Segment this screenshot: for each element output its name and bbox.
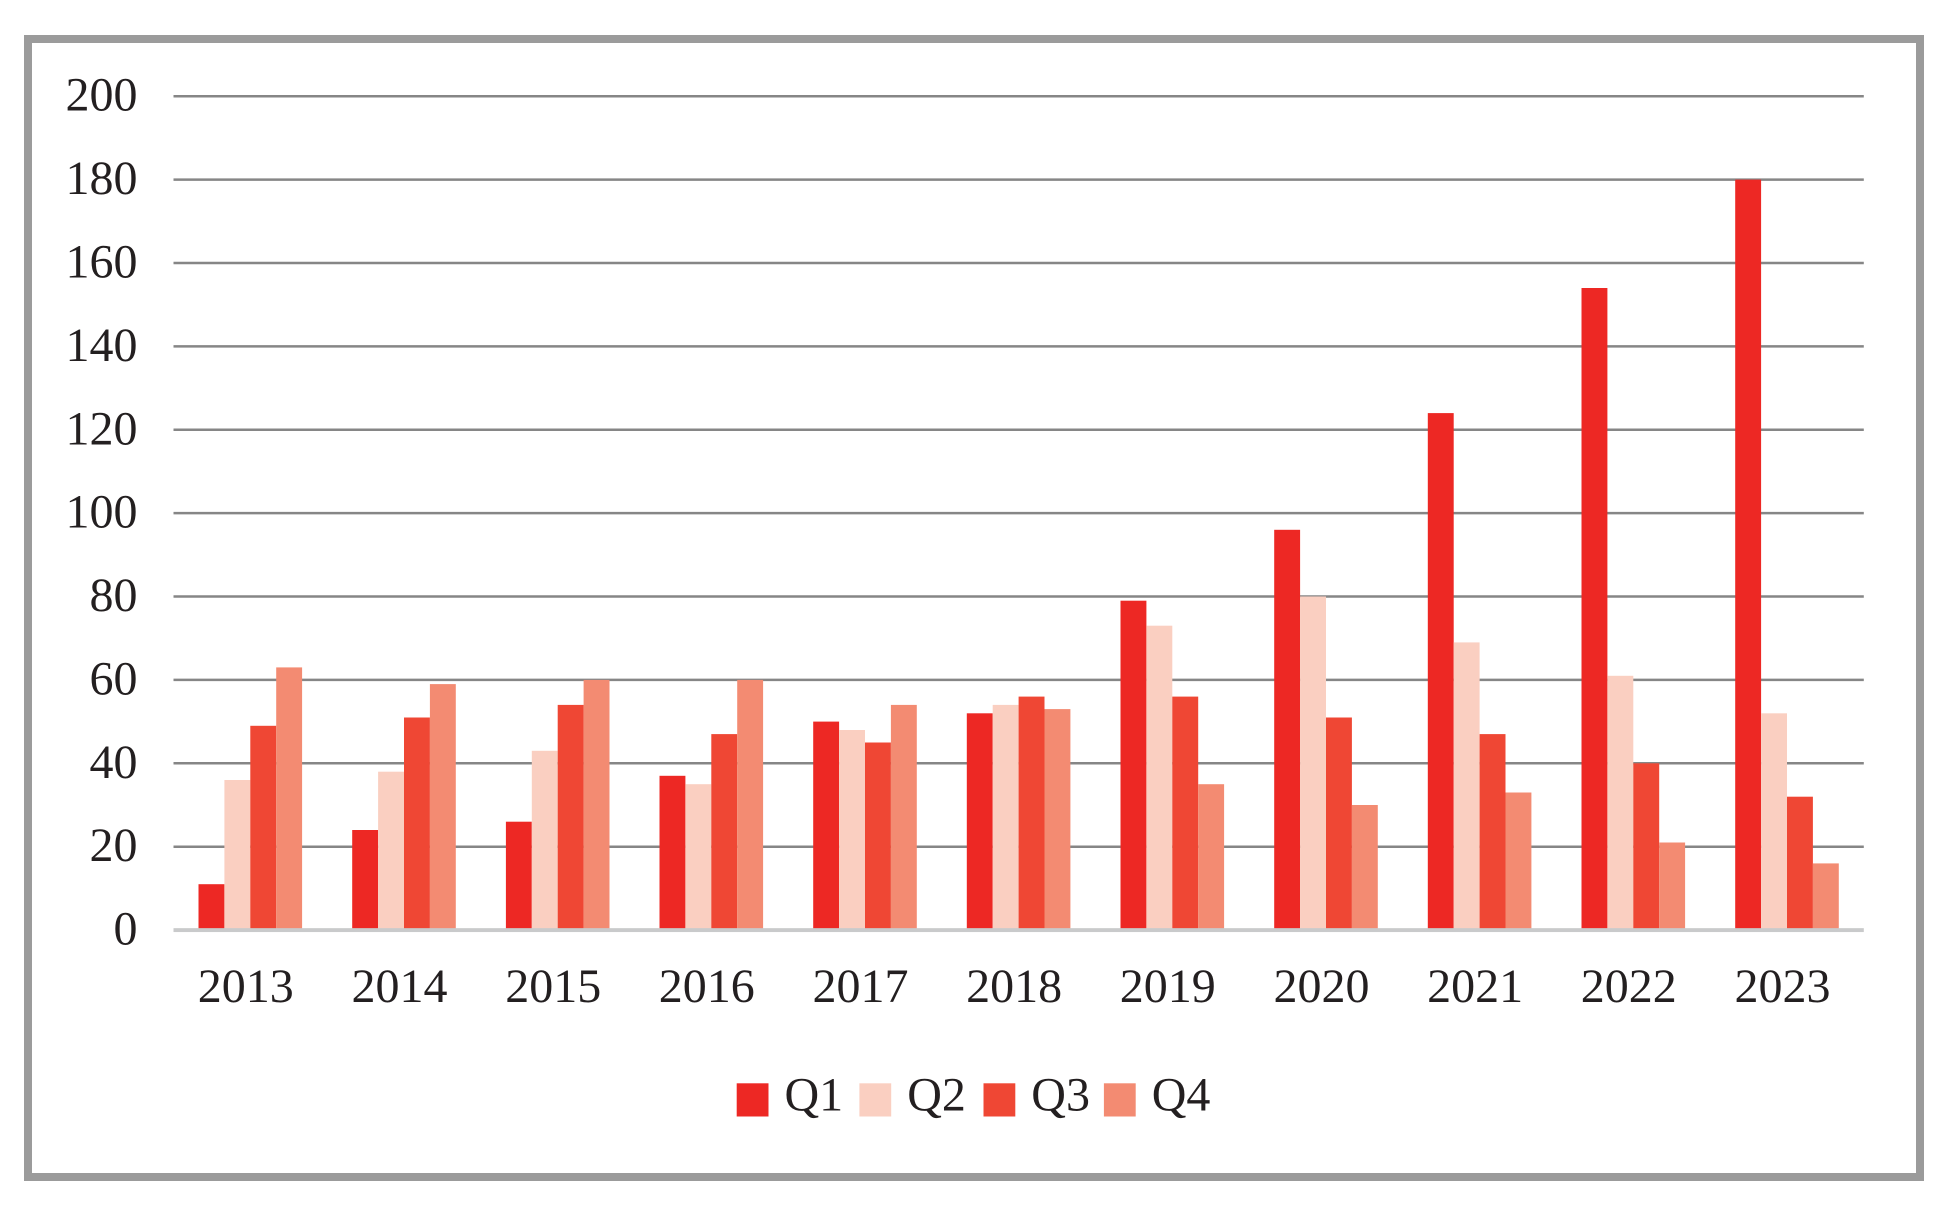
svg-text:200: 200	[66, 69, 138, 122]
svg-text:Q4: Q4	[1152, 1069, 1211, 1122]
svg-text:80: 80	[90, 569, 138, 622]
svg-text:2020: 2020	[1274, 960, 1370, 1013]
svg-text:2023: 2023	[1735, 960, 1831, 1013]
svg-text:160: 160	[66, 236, 138, 289]
svg-text:120: 120	[66, 402, 138, 455]
svg-text:140: 140	[66, 319, 138, 372]
svg-text:100: 100	[66, 486, 138, 539]
svg-text:Q3: Q3	[1031, 1069, 1090, 1122]
svg-text:Q2: Q2	[907, 1069, 966, 1122]
svg-text:20: 20	[90, 819, 138, 872]
svg-text:2014: 2014	[352, 960, 448, 1013]
svg-text:2017: 2017	[813, 960, 909, 1013]
svg-text:Q1: Q1	[785, 1069, 844, 1122]
svg-text:40: 40	[90, 736, 138, 789]
svg-text:2018: 2018	[966, 960, 1062, 1013]
svg-text:2022: 2022	[1581, 960, 1677, 1013]
svg-text:2016: 2016	[659, 960, 755, 1013]
svg-text:2021: 2021	[1427, 960, 1523, 1013]
svg-text:2015: 2015	[505, 960, 601, 1013]
svg-text:0: 0	[114, 903, 138, 956]
svg-text:2013: 2013	[198, 960, 294, 1013]
svg-text:60: 60	[90, 652, 138, 705]
svg-text:2019: 2019	[1120, 960, 1216, 1013]
svg-text:180: 180	[66, 152, 138, 205]
